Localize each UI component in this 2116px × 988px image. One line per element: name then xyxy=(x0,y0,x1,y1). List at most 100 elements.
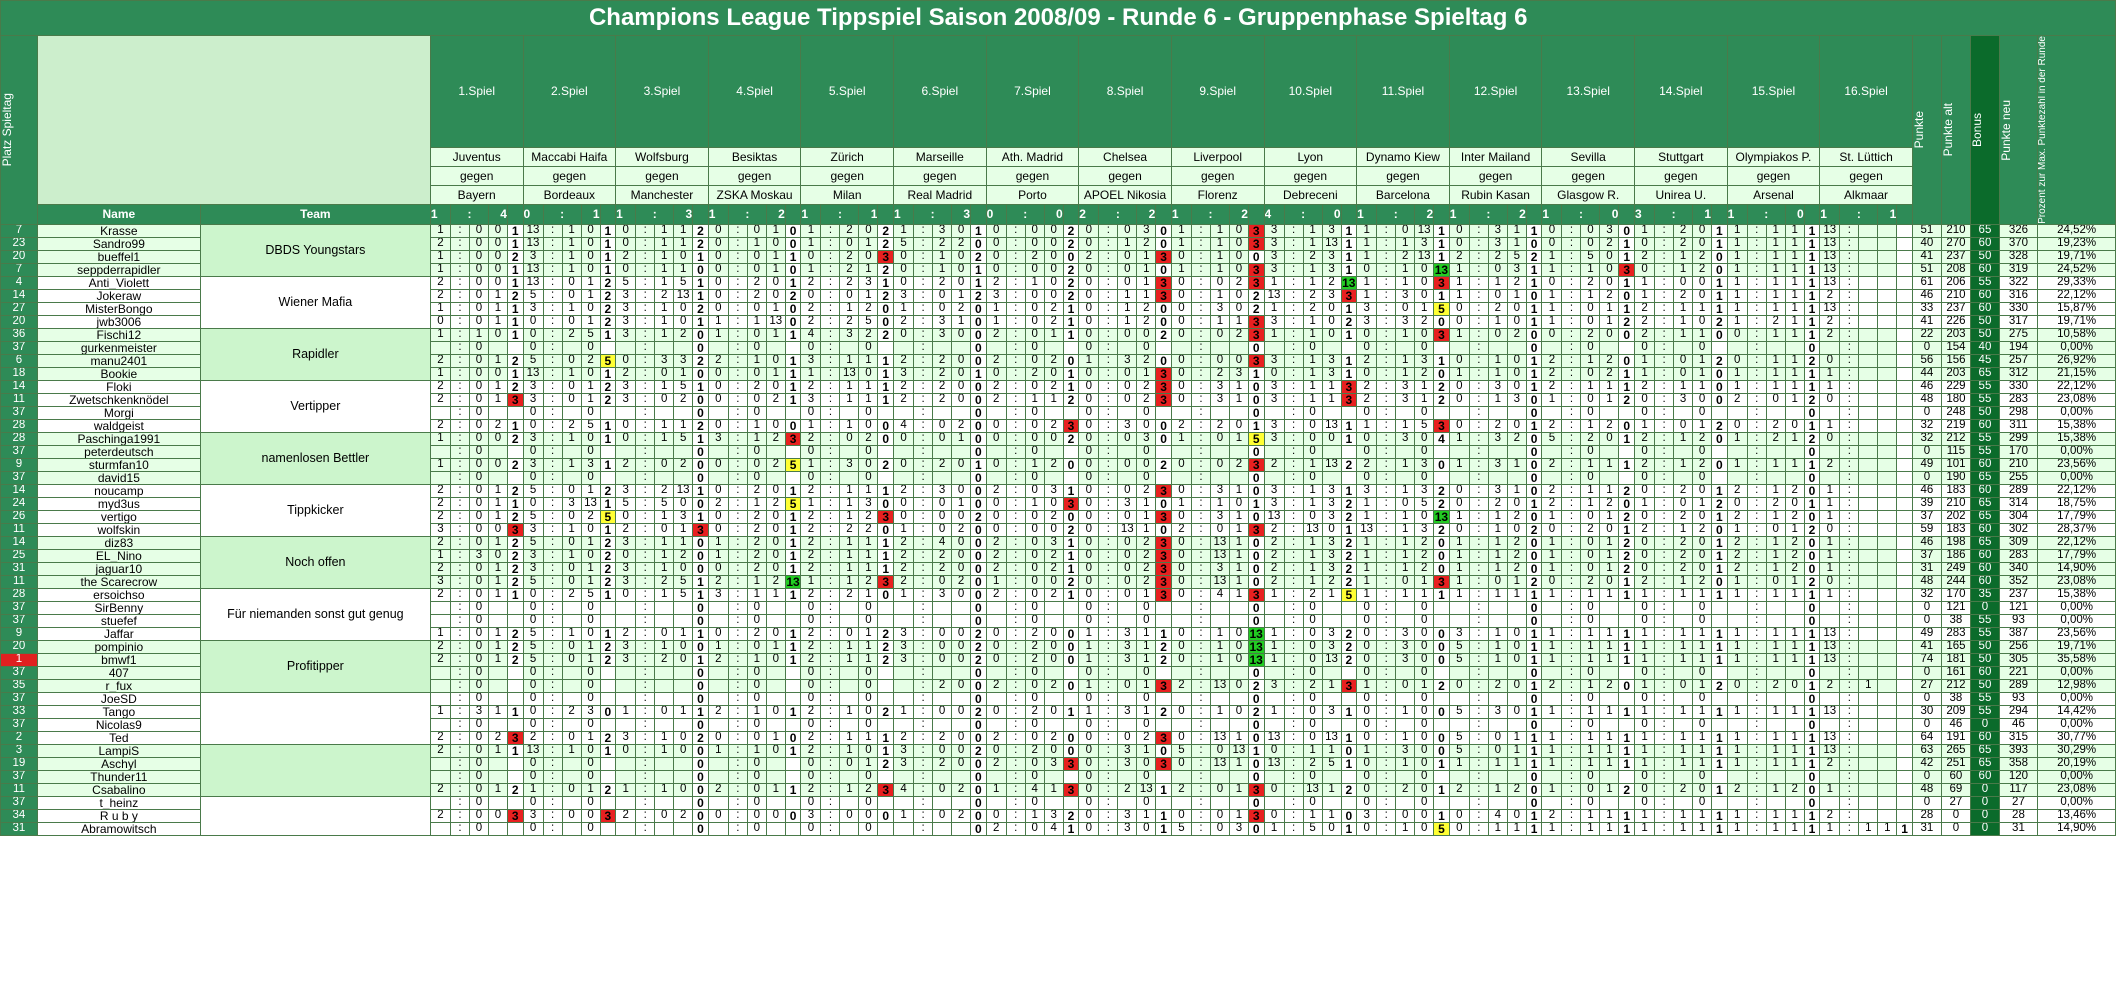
tip-value: 0 xyxy=(1765,574,1786,589)
tip-value: 0 xyxy=(1541,223,1563,238)
tip-value: 0 xyxy=(1078,587,1100,602)
tip-value: 0 xyxy=(1633,782,1656,797)
game-away: Rubin Kasan xyxy=(1448,184,1543,205)
tip-separator: : xyxy=(1654,821,1675,836)
tip-value: 5 xyxy=(673,431,694,446)
tip-separator: : xyxy=(1098,262,1119,277)
tip-points: 0 xyxy=(1155,262,1172,277)
tip-points xyxy=(1340,665,1358,680)
tip-value: 1 xyxy=(746,496,767,511)
tip-value: 2 xyxy=(1765,496,1786,511)
tip-points xyxy=(599,691,617,706)
tip-value: 2 xyxy=(1726,509,1748,524)
tip-value: 0 xyxy=(858,821,879,836)
tip-value: 0 xyxy=(1024,522,1045,537)
tip-points xyxy=(1896,496,1913,511)
tip-separator: : xyxy=(1098,223,1119,238)
tip-points: 0 xyxy=(1803,483,1821,498)
tip-value: 0 xyxy=(487,327,508,342)
tip-points: 0 xyxy=(1155,522,1172,537)
game-away: Glasgow R. xyxy=(1541,184,1635,205)
tip-value: 2 xyxy=(1819,327,1841,342)
tip-value: 1 xyxy=(580,574,601,589)
tip-value xyxy=(1599,665,1620,680)
tip-points: 3 xyxy=(1062,782,1080,797)
tip-points xyxy=(1896,535,1913,550)
tip-value: 0 xyxy=(1302,405,1323,420)
tip-value: 3 xyxy=(580,457,601,472)
tip-value: 0 xyxy=(1170,704,1192,719)
tip-separator: : xyxy=(1283,353,1304,368)
tip-points: 1 xyxy=(1525,704,1543,719)
tip-points: 2 xyxy=(506,639,524,654)
tip-value: 3 xyxy=(707,431,729,446)
tip-value xyxy=(1228,795,1249,810)
tip-points: 0 xyxy=(1062,678,1080,693)
tip-value: 2 xyxy=(746,535,767,550)
summary-value: 0 xyxy=(1911,665,1942,680)
tip-separator: : xyxy=(1376,340,1397,355)
tip-points: 1 xyxy=(1525,496,1543,511)
summary-value: 156 xyxy=(1940,353,1971,368)
tip-value: 1 xyxy=(1136,587,1157,602)
tip-points: 0 xyxy=(970,392,987,407)
tip-points: 2 xyxy=(970,639,987,654)
tip-points: 1 xyxy=(599,366,617,381)
summary-value: 55 xyxy=(1969,613,2000,628)
tip-points: 2 xyxy=(877,704,894,719)
tip-value: 5 xyxy=(580,587,601,602)
tip-value xyxy=(1877,795,1898,810)
result-pad xyxy=(1803,203,1821,225)
place-value: 11 xyxy=(0,782,38,797)
tip-points xyxy=(1433,691,1450,706)
tip-value: 2 xyxy=(746,626,767,641)
tip-points xyxy=(506,470,524,485)
tip-value: 2 xyxy=(1726,548,1748,563)
tip-points: 0 xyxy=(877,522,894,537)
tip-value xyxy=(951,717,971,732)
tip-separator: : xyxy=(820,392,841,407)
tip-value: 13 xyxy=(1209,574,1230,589)
tip-value: 0 xyxy=(1024,431,1045,446)
tip-value: 0 xyxy=(765,548,786,563)
tip-value: 1 xyxy=(1765,353,1786,368)
tip-points: 0 xyxy=(692,327,709,342)
tip-value: 1 xyxy=(429,262,451,277)
tip-points: 1 xyxy=(1062,548,1080,563)
tip-points xyxy=(599,470,617,485)
tip-points: 0 xyxy=(1618,353,1635,368)
tip-value: 1 xyxy=(1784,366,1805,381)
summary-value: 219 xyxy=(1940,418,1971,433)
tip-value: 2 xyxy=(765,392,786,407)
tip-points: 1 xyxy=(1525,223,1543,238)
tip-points: 1 xyxy=(1618,574,1635,589)
player-name: SirBenny xyxy=(36,600,201,615)
tip-value xyxy=(1765,613,1786,628)
tip-separator: : xyxy=(1654,301,1675,316)
tip-points: 1 xyxy=(599,223,617,238)
tip-points: 3 xyxy=(1155,483,1172,498)
tip-value: 1 xyxy=(1487,353,1508,368)
tip-value xyxy=(1541,665,1563,680)
tip-value: 2 xyxy=(1692,431,1712,446)
tip-value xyxy=(892,691,915,706)
tip-value: 0 xyxy=(1043,626,1064,641)
tip-points: 1 xyxy=(784,379,802,394)
tip-value: 1 xyxy=(487,626,508,641)
result-pad xyxy=(1618,203,1635,225)
tip-value: 5 xyxy=(1580,249,1601,264)
result-value: : xyxy=(1376,203,1416,225)
tip-value: 2 xyxy=(429,353,451,368)
tip-separator: : xyxy=(635,613,656,628)
tip-points: 2 xyxy=(506,379,524,394)
tip-value: 0 xyxy=(468,418,489,433)
tip-points: 0 xyxy=(1711,574,1728,589)
summary-value: 60 xyxy=(1969,418,2000,433)
summary-value: 393 xyxy=(1998,743,2038,758)
tip-value: 0 xyxy=(1819,574,1841,589)
summary-value: 60 xyxy=(1969,665,2000,680)
tip-value: 1 xyxy=(487,288,508,303)
tip-points: 1 xyxy=(1062,483,1080,498)
game-away: Florenz xyxy=(1170,184,1265,205)
tip-separator: : xyxy=(1283,223,1304,238)
